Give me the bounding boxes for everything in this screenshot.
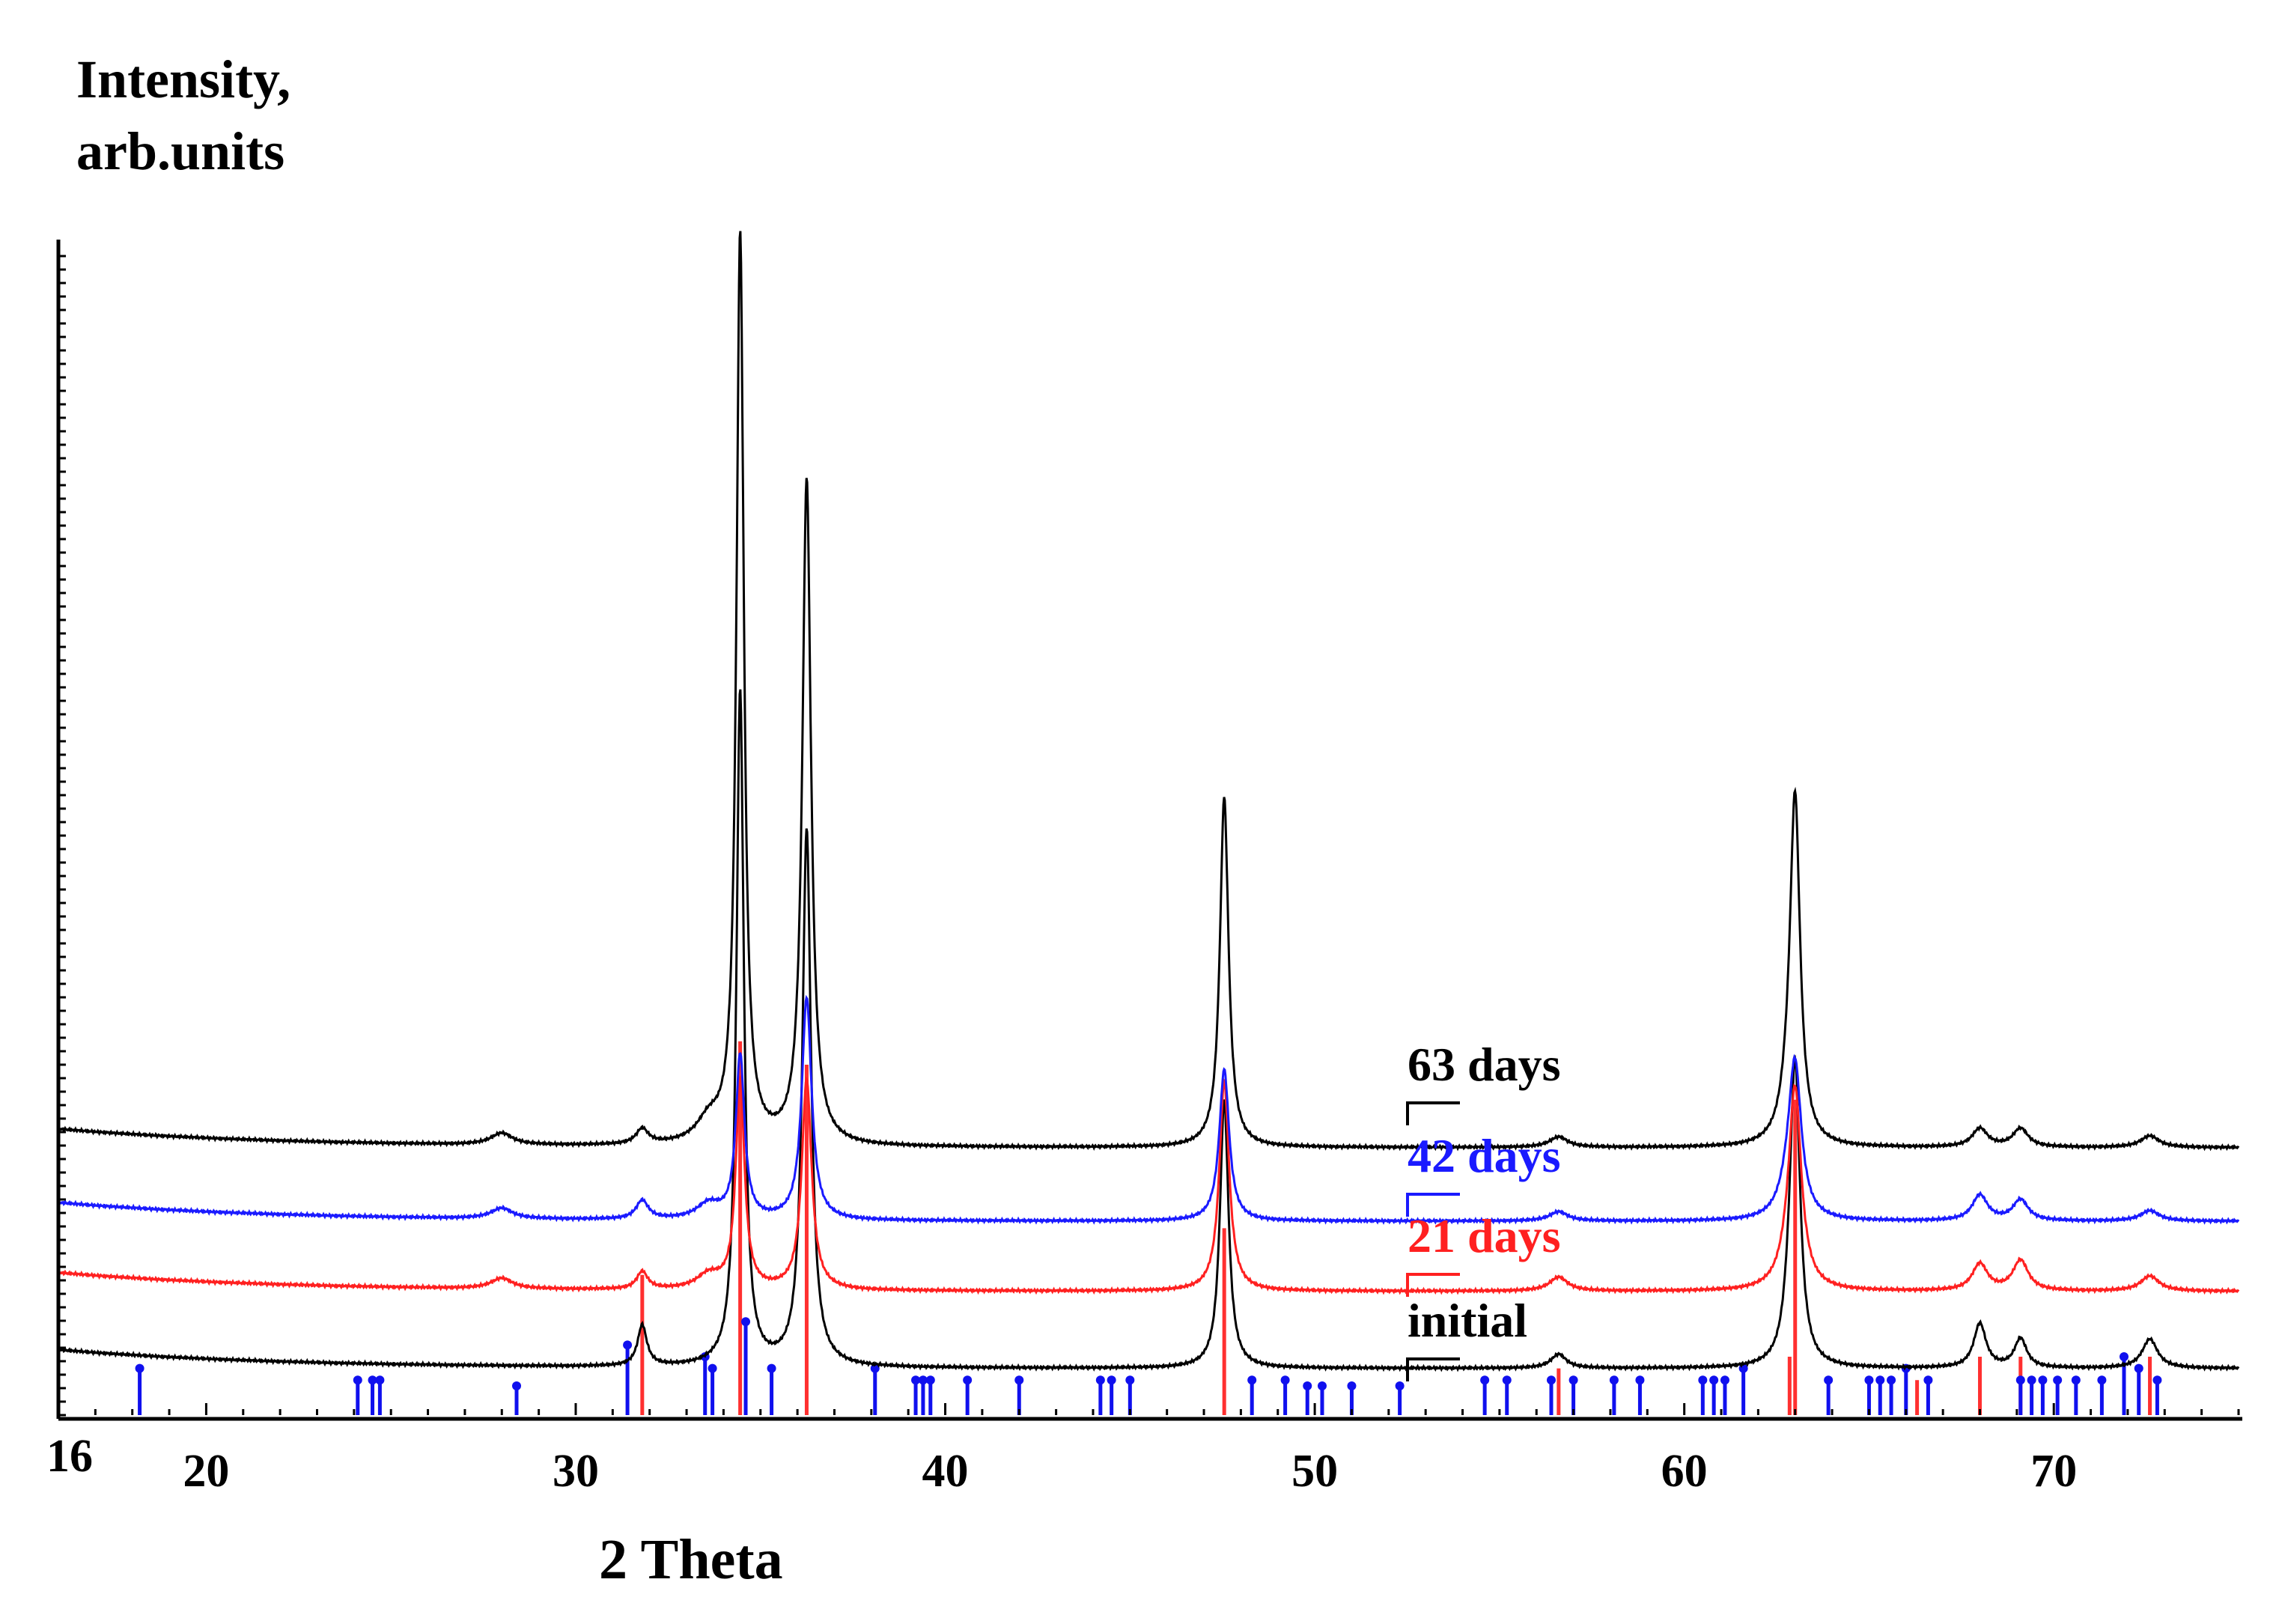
y-tick-marks [58,255,66,1417]
series-line [57,994,2240,1225]
x-axis-label: 2 Theta [599,1528,783,1591]
reference-marker-blue [918,1375,928,1385]
reference-marker-blue [2134,1363,2143,1373]
reference-marker-blue [135,1363,144,1373]
x-tick-label: 16 [46,1431,93,1482]
reference-marker-blue [1609,1375,1619,1385]
series-label: initial [1408,1294,1527,1347]
reference-marker-blue [708,1363,717,1373]
reference-marker-blue [368,1375,377,1385]
reference-marker-blue [1546,1375,1556,1385]
reference-marker-blue [1303,1381,1312,1390]
reference-marker-blue [1347,1381,1357,1390]
series-label-marker [1406,1101,1460,1125]
series-label: 42 days [1408,1129,1561,1182]
x-tick-marks [57,1403,2240,1415]
series-label: 21 days [1408,1209,1561,1262]
reference-lines-red [640,1041,2152,1415]
reference-marker-blue [1635,1375,1645,1385]
y-axis-label: Intensity, arb.units [76,43,290,187]
reference-marker-blue [2071,1375,2081,1385]
reference-marker-blue [1502,1375,1512,1385]
series-label-marker [1406,1193,1460,1217]
reference-marker-blue [911,1375,921,1385]
reference-marker-blue [2119,1352,2129,1361]
reference-marker-blue [1014,1375,1024,1385]
reference-marker-blue [1824,1375,1834,1385]
series-label-marker [1406,1273,1460,1297]
x-tick-label: 20 [183,1446,229,1497]
reference-marker-blue [2027,1375,2036,1385]
series-labels: initial 21 days 42 days 63 days [1406,1038,1561,1381]
axes [56,240,2242,1421]
series-line [57,231,2240,1152]
series-line [57,689,2240,1372]
reference-marker-blue [1720,1375,1729,1385]
reference-marker-blue [2097,1375,2107,1385]
reference-marker-blue [2053,1375,2063,1385]
reference-marker-blue [963,1375,973,1385]
reference-marker-blue [1864,1375,1874,1385]
reference-marker-blue [512,1381,522,1390]
reference-marker-blue [1568,1375,1578,1385]
reference-marker-blue [741,1317,751,1327]
x-tick-label: 70 [2030,1446,2077,1497]
x-tick-label: 60 [1661,1446,1708,1497]
reference-marker-blue [1875,1375,1885,1385]
reference-marker-blue [925,1375,935,1385]
reference-marker-blue [1395,1381,1405,1390]
y-axis-label-line1: Intensity, [76,49,291,109]
x-tick-label: 30 [553,1446,599,1497]
reference-marker-blue [2152,1375,2162,1385]
reference-marker-blue [1095,1375,1105,1385]
y-axis-label-line2: arb.units [76,121,285,181]
reference-marker-blue [1709,1375,1719,1385]
reference-marker-blue [353,1375,362,1385]
pattern-series [57,231,2240,1372]
reference-marker-blue [1247,1375,1257,1385]
reference-lines-blue [135,1317,2162,1415]
reference-marker-blue [1698,1375,1708,1385]
x-tick-label: 50 [1291,1446,1338,1497]
reference-marker-blue [375,1375,385,1385]
series-label: 63 days [1408,1038,1561,1091]
x-tick-label: 40 [922,1446,969,1497]
reference-marker-blue [1280,1375,1290,1385]
reference-marker-blue [1480,1375,1490,1385]
reference-marker-blue [2015,1375,2025,1385]
reference-marker-blue [1125,1375,1135,1385]
reference-marker-blue [1923,1375,1933,1385]
reference-marker-blue [1887,1375,1896,1385]
reference-marker-blue [2038,1375,2048,1385]
series-line [57,1075,2240,1295]
reference-marker-blue [1107,1375,1116,1385]
x-tick-labels: 16 20 30 40 50 60 70 [46,1431,2077,1497]
reference-marker-blue [1317,1381,1327,1390]
reference-marker-blue [623,1340,633,1350]
reference-marker-blue [767,1363,776,1373]
series-label-marker [1406,1357,1460,1381]
